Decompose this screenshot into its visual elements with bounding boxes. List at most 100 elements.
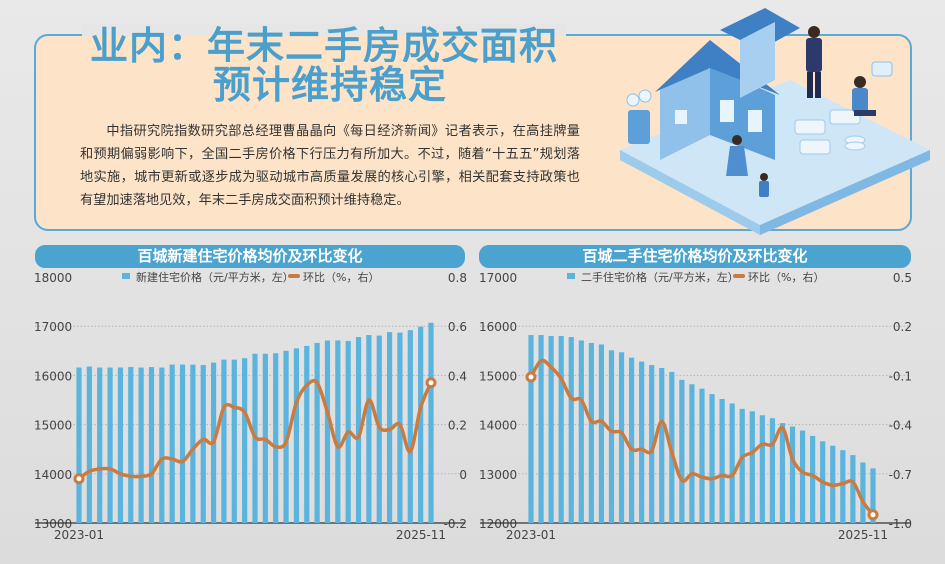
price-bar (386, 332, 393, 523)
price-bar (739, 408, 745, 523)
price-bar (749, 411, 755, 523)
price-bar (789, 426, 796, 523)
price-bar (159, 367, 165, 523)
price-bar (799, 430, 806, 523)
y-right-tick-label: 0.5 (893, 271, 912, 285)
price-bar (231, 359, 237, 523)
price-bar (759, 415, 765, 523)
legend-bar-swatch (122, 273, 130, 279)
y-left-tick-label: 14000 (479, 419, 517, 433)
price-bar (355, 337, 362, 523)
housing-illustration (620, 8, 930, 235)
y-left-tick-label: 14000 (34, 468, 72, 482)
y-left-tick-label: 17000 (479, 271, 517, 285)
price-bar (548, 336, 554, 523)
price-bar (709, 394, 715, 523)
price-bar (138, 367, 144, 523)
house-icon (655, 8, 800, 160)
price-bar (769, 418, 776, 523)
y-right-tick-label: 0.2 (448, 419, 467, 433)
y-right-tick-label: -0.2 (444, 517, 467, 531)
price-bar (190, 364, 196, 523)
price-bar (538, 335, 544, 523)
price-bar (659, 368, 665, 523)
body-paragraph: 中指研究院指数研究部总经理曹晶晶向《每日经济新闻》记者表示，在高挂牌量和预期偏弱… (80, 124, 580, 208)
endpoint-marker (73, 473, 85, 485)
price-bar (860, 462, 866, 523)
legend-line-label: 环比（%，右） (748, 270, 824, 284)
price-bar (689, 384, 695, 523)
mom-change-line (529, 358, 875, 516)
price-bar (729, 403, 735, 523)
price-bar (568, 337, 574, 523)
y-left-tick-label: 13000 (34, 517, 72, 531)
y-right-tick-label: -0.1 (889, 369, 912, 383)
chart-title-new-homes: 百城新建住宅价格均价及环比变化 (35, 245, 465, 268)
price-bar (86, 366, 92, 523)
price-bar (528, 335, 534, 523)
y-left-tick-label: 18000 (34, 271, 72, 285)
y-left-tick-label: 15000 (479, 369, 517, 383)
price-bar (598, 344, 605, 523)
y-right-tick-label: 0.2 (893, 320, 912, 334)
price-bar (128, 367, 134, 523)
price-bar (273, 353, 279, 523)
y-right-tick-label: 0.4 (448, 369, 467, 383)
new-home-price-chart: 18000 0.8 17000 0.6 16000 0.4 15000 0.2 14000 0 13… (34, 270, 467, 542)
price-bar (335, 340, 341, 523)
y-left-tick-label: 16000 (479, 320, 517, 334)
legend-line-swatch (288, 274, 300, 278)
price-bar (699, 388, 705, 523)
y-left-tick-label: 17000 (34, 320, 72, 334)
y-right-tick-label: 0.6 (448, 320, 467, 334)
legend-bar-label: 二手住宅价格（元/平方米，左） (581, 270, 739, 284)
x-start-label: 2023-01 (54, 528, 104, 542)
price-bar (366, 335, 372, 523)
y-left-tick-label: 16000 (34, 369, 72, 383)
headline-line-1: 业内：年末二手房成交面积 (82, 24, 567, 68)
price-bar (293, 348, 300, 523)
price-bar (221, 359, 227, 523)
price-bar (618, 352, 625, 523)
price-bar (608, 350, 615, 523)
legend-bar-swatch (567, 273, 575, 279)
price-bar (810, 435, 816, 523)
price-bar (97, 367, 103, 523)
price-bar (870, 468, 876, 523)
pencil-cup-icon (626, 89, 652, 144)
price-bar (779, 423, 786, 523)
price-bar (719, 399, 725, 523)
x-start-label: 2023-01 (506, 528, 556, 542)
price-bar (639, 361, 645, 523)
price-bar (588, 342, 594, 523)
y-right-tick-label: -1.0 (889, 517, 912, 531)
resale-home-price-chart: 17000 0.5 16000 0.2 15000 -0.1 14000 -0.4 13000 -… (479, 270, 912, 542)
price-bar (76, 367, 82, 523)
mom-change-line (77, 378, 433, 481)
headline-line-2: 预计维持稳定 (205, 62, 456, 108)
price-bar (679, 379, 685, 523)
chart-title-resale-homes: 百城二手住宅价格均价及环比变化 (479, 245, 911, 268)
price-bar (117, 367, 124, 523)
price-bar (628, 357, 635, 523)
price-bar (649, 365, 655, 523)
price-bar (324, 340, 331, 523)
price-bar (558, 336, 564, 523)
endpoint-marker (425, 377, 437, 389)
price-bar (200, 365, 206, 523)
y-left-tick-label: 13000 (479, 468, 517, 482)
price-bar (107, 367, 113, 523)
y-left-tick-label: 15000 (34, 419, 72, 433)
legend-bar-label: 新建住宅价格（元/平方米，左） (136, 270, 294, 284)
y-left-tick-label: 12000 (479, 517, 517, 531)
price-bar (148, 367, 155, 523)
price-bar (304, 345, 310, 523)
price-bar (428, 322, 434, 523)
price-bar (850, 455, 856, 523)
price-bar (418, 326, 424, 523)
y-right-tick-label: -0.7 (889, 468, 912, 482)
price-bar (314, 342, 320, 523)
legend-line-label: 环比（%，右） (303, 270, 379, 284)
price-bar (407, 330, 413, 523)
legend-line-swatch (733, 274, 745, 278)
